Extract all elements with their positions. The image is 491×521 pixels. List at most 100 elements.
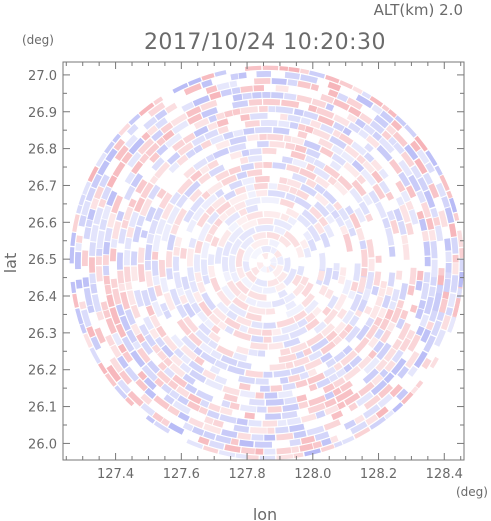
radar-cell bbox=[353, 263, 361, 282]
radar-cell bbox=[195, 329, 211, 345]
radar-cell bbox=[254, 278, 267, 287]
radar-cell bbox=[177, 178, 193, 195]
radar-cell bbox=[235, 345, 249, 355]
y-tick-label: 26.6 bbox=[28, 216, 57, 231]
radar-cell bbox=[103, 309, 111, 319]
radar-cell bbox=[266, 308, 276, 315]
radar-cell bbox=[152, 251, 159, 260]
radar-cell bbox=[275, 426, 289, 434]
radar-cell bbox=[85, 187, 96, 202]
radar-cell bbox=[376, 144, 393, 162]
radar-cell bbox=[190, 196, 205, 213]
radar-cell bbox=[91, 294, 102, 313]
radar-cell bbox=[291, 136, 305, 146]
radar-cell bbox=[187, 113, 203, 125]
radar-cell bbox=[235, 248, 245, 268]
radar-cell bbox=[89, 242, 96, 256]
radar-cell bbox=[392, 338, 403, 351]
radar-cell bbox=[302, 347, 313, 357]
radar-cell bbox=[264, 448, 276, 455]
radar-cell bbox=[285, 300, 297, 311]
radar-cell bbox=[187, 75, 202, 86]
radar-cell bbox=[428, 229, 437, 241]
radar-cell bbox=[308, 395, 326, 407]
radar-cell bbox=[308, 383, 318, 392]
radar-cell bbox=[348, 106, 362, 118]
radar-cell bbox=[245, 369, 263, 378]
radar-cell bbox=[410, 140, 421, 152]
radar-cell bbox=[228, 143, 247, 153]
radar-cell bbox=[229, 193, 248, 206]
radar-cell bbox=[327, 176, 337, 186]
radar-cell bbox=[386, 97, 396, 107]
radar-cell bbox=[400, 309, 409, 320]
radar-cell bbox=[344, 392, 361, 406]
radar-cell bbox=[348, 227, 357, 237]
radar-cell bbox=[193, 117, 210, 130]
radar-cell bbox=[131, 266, 138, 282]
radar-cell bbox=[173, 348, 185, 359]
radar-cell bbox=[423, 335, 436, 353]
radar-cell bbox=[91, 173, 102, 189]
radar-cell bbox=[228, 226, 244, 243]
radar-cell bbox=[357, 276, 367, 293]
radar-cell bbox=[354, 118, 366, 129]
radar-cell bbox=[392, 402, 405, 414]
radar-cell bbox=[284, 71, 300, 80]
radar-cell bbox=[182, 422, 194, 432]
radar-cell bbox=[196, 212, 210, 228]
radar-cell bbox=[103, 373, 117, 388]
radar-cell bbox=[346, 97, 363, 110]
radar-cell bbox=[236, 215, 248, 226]
radar-cell bbox=[398, 322, 411, 341]
radar-cell bbox=[87, 305, 95, 314]
radar-cell bbox=[307, 402, 326, 414]
radar-cell bbox=[170, 354, 183, 367]
radar-cell bbox=[323, 224, 335, 238]
radar-cell bbox=[299, 168, 317, 181]
radar-cell bbox=[197, 436, 210, 446]
radar-cell bbox=[300, 117, 311, 126]
radar-cell bbox=[277, 289, 288, 299]
axis-frame: 127.4 127.6 127.8 128.0 128.2 128.4 26.0 26.1 26… bbox=[28, 61, 465, 482]
radar-cell bbox=[215, 112, 225, 120]
radar-cell bbox=[125, 134, 138, 148]
radar-cell bbox=[379, 368, 389, 378]
radar-cell bbox=[290, 342, 308, 354]
radar-cell bbox=[187, 400, 201, 412]
radar-cell bbox=[230, 438, 239, 446]
radar-cell bbox=[255, 448, 264, 455]
y-tick-label: 26.2 bbox=[28, 364, 57, 379]
radar-cell bbox=[278, 120, 290, 128]
radar-cell bbox=[452, 263, 459, 275]
radar-cell bbox=[276, 317, 296, 328]
radar-cell bbox=[176, 319, 192, 336]
radar-cell bbox=[273, 369, 291, 378]
radar-cell bbox=[405, 185, 417, 199]
radar-cell bbox=[342, 345, 353, 355]
radar-cell bbox=[148, 102, 166, 117]
radar-cell bbox=[206, 409, 220, 420]
radar-cell bbox=[143, 316, 154, 331]
radar-cell bbox=[439, 174, 452, 191]
radar-cell bbox=[423, 272, 431, 283]
radar-cell bbox=[183, 209, 195, 223]
radar-cell bbox=[240, 163, 254, 172]
radar-cell bbox=[335, 368, 347, 378]
radar-cell bbox=[362, 160, 375, 174]
radar-cell bbox=[253, 85, 264, 92]
radar-cell bbox=[320, 232, 331, 248]
radar-cell bbox=[320, 93, 335, 104]
radar-cell bbox=[432, 293, 442, 312]
radar-cell bbox=[171, 81, 189, 94]
radar-cell bbox=[197, 311, 208, 323]
radar-cell bbox=[362, 368, 379, 384]
radar-cell bbox=[170, 113, 188, 127]
radar-cell bbox=[390, 307, 402, 324]
radar-cell bbox=[154, 161, 170, 179]
radar-cell bbox=[305, 312, 316, 323]
radar-cell bbox=[83, 287, 93, 306]
radar-cell bbox=[393, 142, 405, 155]
radar-cell bbox=[414, 158, 428, 175]
radar-cell bbox=[148, 184, 161, 200]
